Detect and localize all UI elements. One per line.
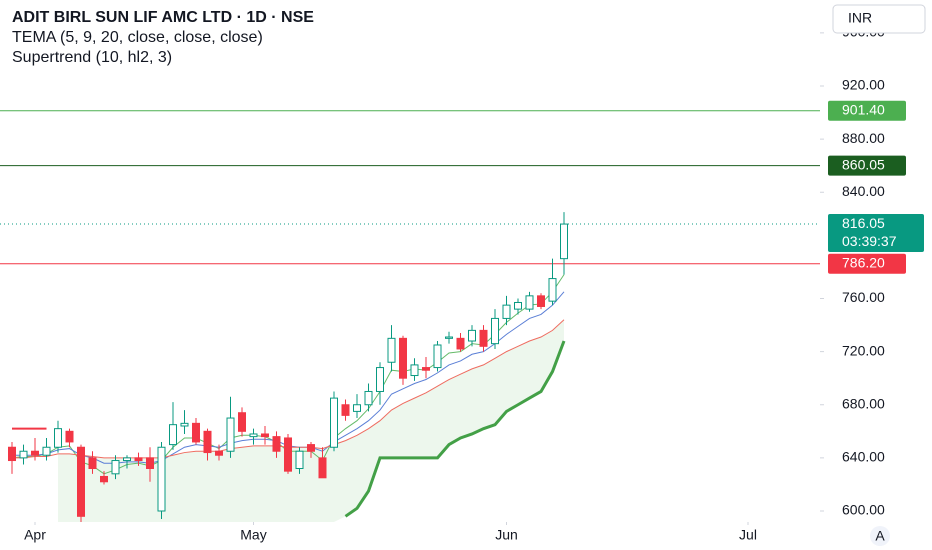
candle-body [157, 446, 166, 512]
candle-body [433, 344, 442, 369]
y-tick-label: 720.00 [842, 342, 885, 358]
candle-body [123, 457, 131, 462]
candle-body [77, 446, 85, 517]
candle-body [215, 450, 223, 456]
candle-body [318, 457, 327, 479]
candle-body [307, 444, 315, 452]
candle-body [422, 367, 430, 371]
candle-body [19, 450, 28, 459]
candle-body [468, 329, 476, 342]
price-label-box [828, 214, 924, 253]
symbol-title: ADIT BIRL SUN LIF AMC LTD · 1D · NSE [12, 9, 314, 26]
candle-body [134, 457, 143, 462]
y-tick-label: 680.00 [842, 395, 885, 411]
legend-backdrop [0, 4, 360, 70]
price-label-box [828, 155, 906, 176]
y-tick-label: 880.00 [842, 130, 885, 146]
candle-body [180, 422, 189, 427]
currency-button[interactable] [832, 4, 926, 34]
candle-body [111, 460, 120, 475]
candle-body [560, 223, 568, 260]
indicator-label: TEMA (5, 9, 20, close, close, close) [12, 29, 263, 46]
candle-body [284, 437, 292, 472]
candle-body [8, 446, 16, 462]
candle-body [525, 295, 534, 310]
supertrend-up [344, 340, 566, 518]
candle-body [387, 337, 396, 363]
indicator-label: Supertrend (10, hl2, 3) [12, 49, 172, 66]
y-tick-label: 600.00 [842, 502, 885, 518]
candle-body [261, 433, 269, 438]
candle-body [65, 430, 74, 443]
price-label-box [828, 253, 906, 274]
x-tick-label: Jun [495, 527, 518, 543]
candle-body [146, 457, 154, 469]
price-label: 901.40 [842, 101, 885, 117]
candle-body [445, 336, 453, 339]
x-tick-label: May [240, 527, 266, 543]
countdown-label: 03:39:37 [842, 233, 897, 249]
candle-body [272, 436, 281, 452]
price-label: 860.05 [842, 156, 885, 172]
candle-body [399, 337, 407, 379]
candle-body [410, 364, 419, 377]
price-label-box [828, 100, 906, 121]
supertrend-fill [58, 319, 564, 522]
candle-body [249, 433, 258, 438]
x-tick-label: Jul [739, 527, 757, 543]
candle-body [42, 446, 51, 456]
price-axis: 600.00 640.00 680.00 720.00 760.00 840.00 880.… [820, 24, 924, 518]
candle-body [548, 278, 557, 302]
y-tick-label: 760.00 [842, 289, 885, 305]
scale-label[interactable]: A [875, 528, 885, 544]
candle-body [330, 397, 338, 448]
y-tick-label: 840.00 [842, 183, 885, 199]
candle-body [456, 337, 465, 350]
candle-body [203, 430, 212, 454]
y-tick-label: 920.00 [842, 77, 885, 93]
price-label: 786.20 [842, 254, 885, 270]
candle-body [54, 428, 62, 448]
y-tick-label: 640.00 [842, 449, 885, 465]
candle-body [537, 295, 545, 307]
candle-body [192, 422, 200, 443]
scale-button[interactable] [870, 526, 890, 546]
candle-body [364, 390, 373, 406]
price-label: 816.05 [842, 215, 885, 231]
candle-body [226, 417, 235, 452]
candle-body [341, 404, 350, 416]
candle-body [169, 424, 177, 446]
candle-body [295, 450, 304, 469]
candle-body [376, 367, 384, 392]
candle-body [502, 304, 511, 319]
candle-body [88, 457, 97, 469]
candle-body [100, 475, 108, 483]
candle-body [238, 412, 246, 432]
plot-area [0, 110, 820, 522]
candle-body [479, 329, 488, 347]
candle-body [353, 404, 361, 412]
currency-label[interactable]: INR [848, 10, 872, 26]
x-tick-label: Apr [24, 527, 46, 543]
candle-body [514, 301, 522, 310]
candle-body [491, 317, 499, 345]
candle-body [31, 450, 39, 456]
